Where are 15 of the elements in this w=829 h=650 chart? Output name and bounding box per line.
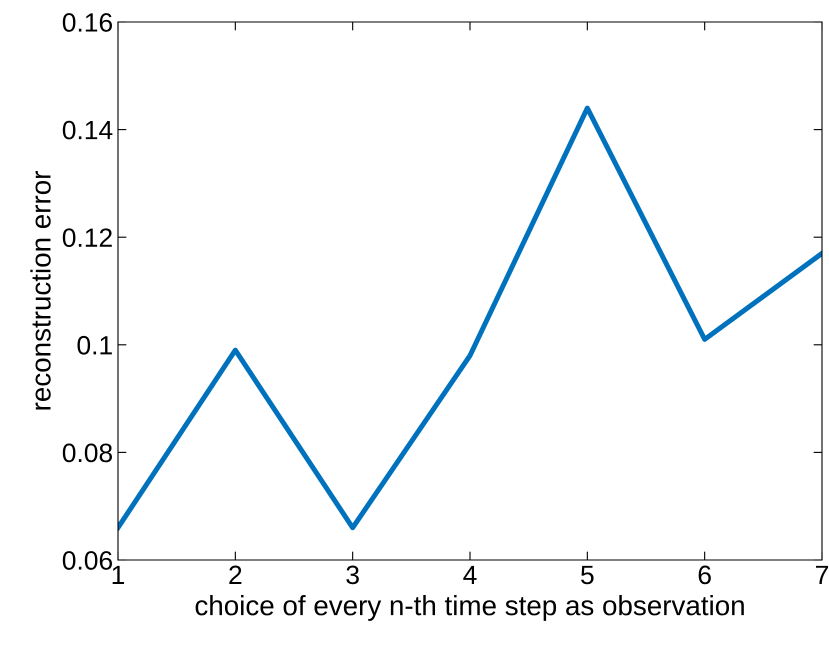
y-tick-label: 0.06 [62,551,112,570]
x-tick-label: 1 [112,566,124,584]
y-axis-title: reconstruction error [30,171,51,410]
x-tick-label: 3 [346,566,359,584]
y-tick-label: 0.08 [62,444,112,462]
y-tick-label: 0.1 [77,336,112,355]
x-tick-label: 5 [581,566,594,584]
x-tick-label: 7 [816,566,828,584]
x-axis-title: choice of every n-th time step as observation [196,595,744,621]
y-tick-label: 0.12 [62,228,112,248]
y-tick-label: 0.14 [62,120,112,140]
x-tick-label: 4 [463,566,477,584]
x-tick-label: 2 [229,566,242,584]
y-tick-label: 0.16 [62,13,112,32]
x-tick-label: 6 [698,566,711,584]
